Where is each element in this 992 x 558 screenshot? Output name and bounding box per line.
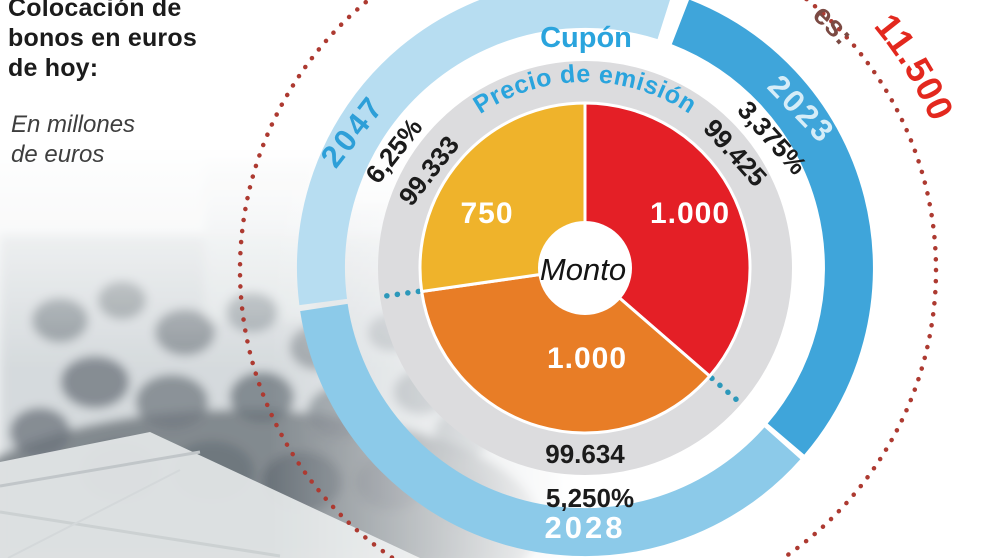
monto-value-2028: 1.000 [547, 342, 627, 375]
monto-pie [418, 101, 752, 435]
year-ring [297, 0, 873, 557]
ring-title-cupon: Cupón [540, 22, 632, 54]
cupon-value-2028: 5,250% [546, 483, 634, 513]
monto-value-2023: 1.000 [650, 197, 730, 230]
center-circle [538, 221, 632, 315]
orders-annotation-value: 11.500 [867, 6, 963, 127]
monto-value-2047: 750 [460, 197, 513, 230]
year-ring-segment-2023 [671, 0, 873, 455]
year-ring-segment-2047 [297, 0, 670, 306]
dotted-orders-circle [237, 0, 939, 558]
center-label: Monto [540, 252, 626, 287]
page-title: Colocación de bonos en euros de hoy: [8, 0, 197, 82]
year-ring-segment-2028 [300, 303, 801, 557]
page-subtitle: En millones de euros [11, 111, 136, 168]
precio-value-2028: 99.634 [545, 439, 625, 469]
pie-slice-2047 [418, 101, 587, 293]
issue-price-ring [378, 61, 792, 475]
pie-slice-2028 [420, 266, 712, 435]
pie-slice-2023 [583, 101, 752, 378]
year-label-2028: 2028 [545, 510, 626, 545]
